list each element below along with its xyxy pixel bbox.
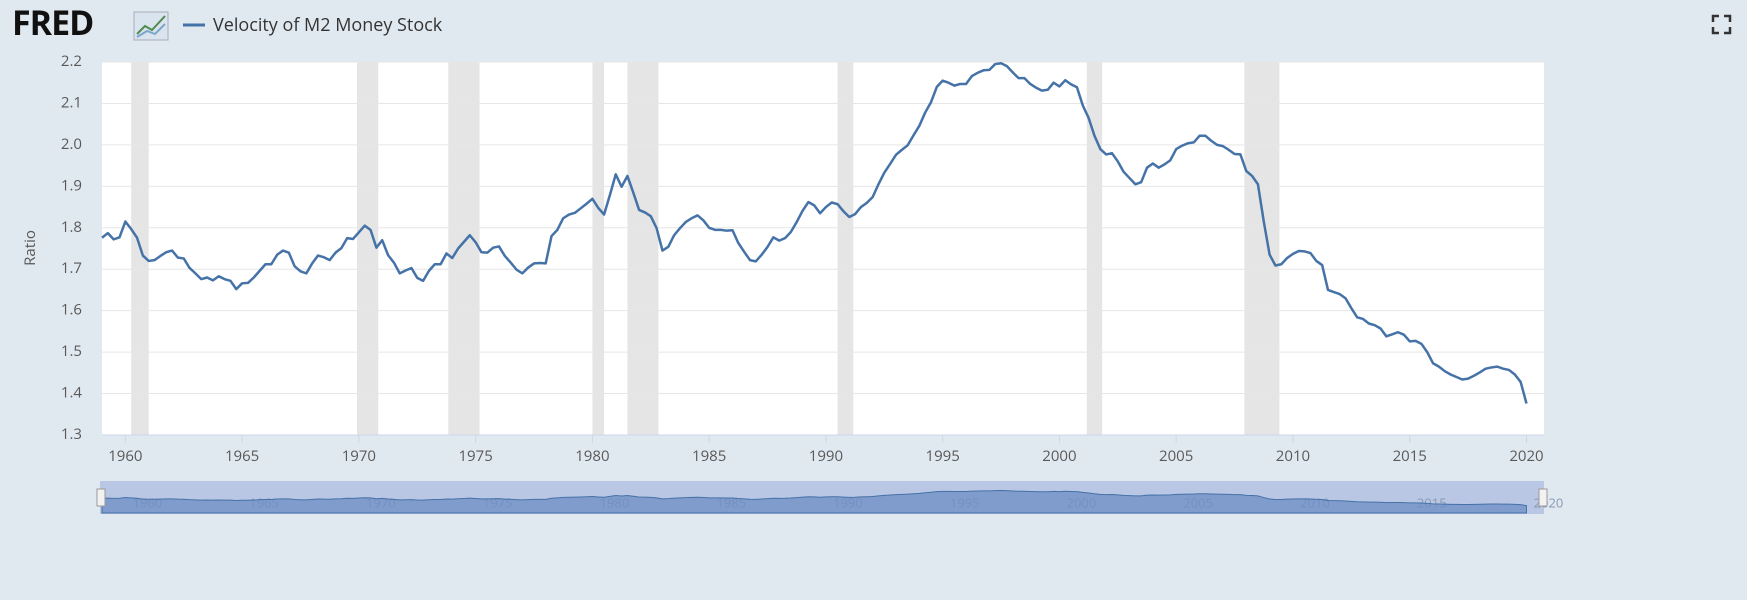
x-tick-label: 1980 bbox=[575, 446, 609, 466]
x-tick-label: 2020 bbox=[1509, 446, 1543, 466]
y-tick-label: 2.1 bbox=[61, 92, 82, 112]
y-tick-label: 1.5 bbox=[61, 341, 82, 361]
x-tick-label: 2000 bbox=[1042, 446, 1076, 466]
navigator-area bbox=[101, 490, 1527, 514]
x-tick-label: 1965 bbox=[225, 446, 259, 466]
y-tick-label: 1.6 bbox=[61, 300, 82, 320]
recession-band bbox=[1086, 62, 1103, 435]
y-tick-label: 2.2 bbox=[61, 51, 82, 71]
navigator-handle-right[interactable] bbox=[1538, 488, 1548, 507]
x-tick-label: 1960 bbox=[108, 446, 142, 466]
y-tick-label: 1.8 bbox=[61, 217, 82, 237]
y-tick-label: 1.9 bbox=[61, 175, 82, 195]
fullscreen-icon[interactable] bbox=[1711, 14, 1732, 35]
brand: FRED bbox=[12, 0, 93, 45]
recession-band bbox=[1244, 62, 1280, 435]
x-tick-label: 2010 bbox=[1276, 446, 1310, 466]
y-tick-label: 1.3 bbox=[61, 424, 82, 444]
recession-band bbox=[592, 62, 605, 435]
y-tick-label: 1.7 bbox=[61, 258, 82, 278]
recession-band bbox=[627, 62, 659, 435]
plot-area bbox=[102, 62, 1544, 435]
series-line bbox=[101, 61, 1528, 404]
navigator-handle-left[interactable] bbox=[96, 488, 106, 507]
x-tick-label: 2015 bbox=[1393, 446, 1427, 466]
x-tick-label: 1990 bbox=[809, 446, 843, 466]
legend-label[interactable]: Velocity of M2 Money Stock bbox=[213, 13, 443, 37]
recession-band bbox=[357, 62, 379, 435]
navigator-label: 2020 bbox=[1534, 493, 1564, 511]
x-tick-label: 2005 bbox=[1159, 446, 1193, 466]
x-tick-label: 1985 bbox=[692, 446, 726, 466]
recession-band bbox=[837, 62, 854, 435]
recession-band bbox=[448, 62, 480, 435]
x-tick-label: 1975 bbox=[458, 446, 492, 466]
y-tick-label: 2.0 bbox=[61, 134, 82, 154]
x-tick-label: 1995 bbox=[926, 446, 960, 466]
y-tick-label: 1.4 bbox=[61, 383, 83, 403]
x-tick-label: 1970 bbox=[342, 446, 376, 466]
y-axis-label: Ratio bbox=[20, 230, 40, 266]
brand-icon bbox=[133, 11, 169, 41]
